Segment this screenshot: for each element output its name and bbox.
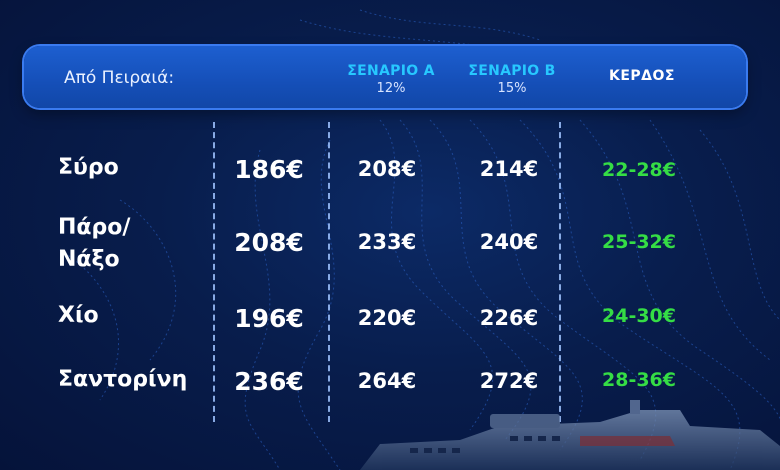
scenario-b-title: ΣΕΝΑΡΙΟ Β (468, 63, 556, 79)
column-divider (328, 122, 330, 422)
scenario-a-price: 220€ (357, 306, 417, 330)
destination-label: Σύρο (58, 155, 119, 180)
profit-range: 24-30€ (602, 305, 676, 327)
profit-range: 28-36€ (602, 369, 676, 391)
scenario-a-price: 264€ (357, 369, 417, 393)
column-divider (213, 122, 215, 422)
current-price: 208€ (234, 228, 304, 257)
profit-range: 25-32€ (602, 231, 676, 253)
scenario-a-price: 233€ (357, 230, 417, 254)
scenario-b-price: 272€ (479, 369, 539, 393)
destination-label-line2: Νάξο (58, 247, 120, 272)
scenario-b-rate: 15% (497, 81, 527, 96)
scenario-a-title: ΣΕΝΑΡΙΟ Α (347, 63, 435, 79)
scenario-a-header: ΣΕΝΑΡΙΟ Α 12% (336, 62, 446, 98)
scenario-b-header: ΣΕΝΑΡΙΟ Β 15% (457, 62, 567, 98)
scenario-b-price: 240€ (479, 230, 539, 254)
destination-label: Χίο (58, 303, 99, 328)
profit-header: ΚΕΡΔΟΣ (609, 68, 675, 84)
current-price: 236€ (234, 367, 304, 396)
ferry-ship-illustration (360, 400, 780, 470)
destination-label: Σαντορίνη (58, 367, 188, 392)
current-price: 196€ (234, 304, 304, 333)
current-price: 186€ (234, 155, 304, 184)
table-header-bar: Από Πειραιά: ΣΕΝΑΡΙΟ Α 12% ΣΕΝΑΡΙΟ Β 15%… (24, 46, 746, 108)
scenario-a-rate: 12% (376, 81, 406, 96)
destination-label-line1: Πάρο/ (58, 215, 131, 240)
origin-label: Από Πειραιά: (64, 68, 175, 88)
scenario-b-price: 214€ (479, 157, 539, 181)
profit-range: 22-28€ (602, 159, 676, 181)
column-divider (559, 122, 561, 422)
scenario-b-price: 226€ (479, 306, 539, 330)
scenario-a-price: 208€ (357, 157, 417, 181)
